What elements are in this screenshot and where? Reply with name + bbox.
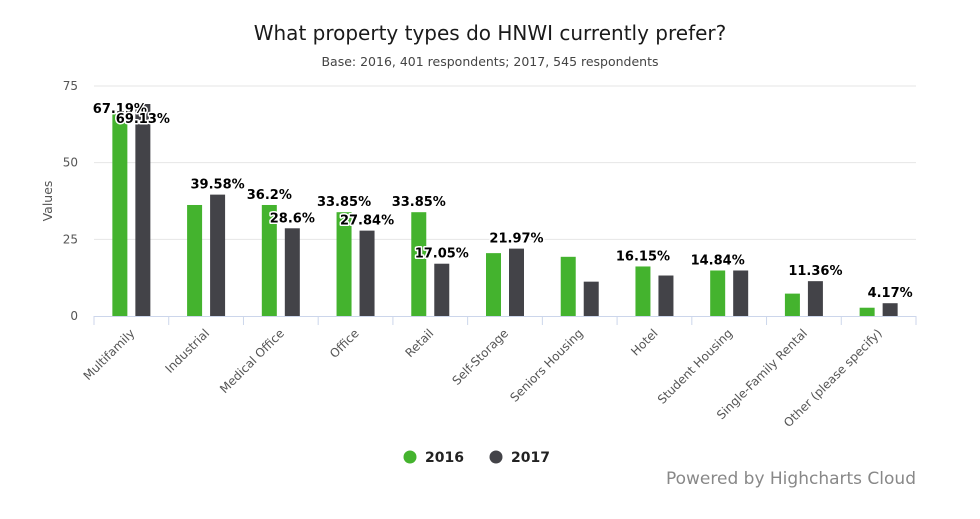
legend-label: 2016: [425, 450, 464, 466]
y-axis-title: Values: [40, 181, 55, 222]
bar-2017-7[interactable]: [658, 275, 674, 316]
bar-2017-2[interactable]: [284, 228, 300, 316]
bar-2016-0[interactable]: [112, 109, 128, 316]
x-tick-label: Student Housing: [655, 326, 735, 406]
x-tick-label: Self-Storage: [449, 326, 511, 388]
y-tick-label: 0: [70, 309, 78, 323]
data-labels: 67.19%69.13%39.58%36.2%28.6%33.85%27.84%…: [91, 100, 914, 302]
x-tick-label: Industrial: [163, 326, 213, 376]
bar-series: [112, 104, 898, 316]
bar-2016-2[interactable]: [261, 204, 277, 316]
legend-label: 2017: [511, 450, 550, 466]
data-label: 16.15%: [616, 249, 670, 264]
data-label: 39.58%: [191, 178, 245, 193]
chart-subtitle: Base: 2016, 401 respondents; 2017, 545 r…: [321, 54, 658, 69]
x-tick-label: Medical Office: [217, 326, 287, 396]
y-tick-label: 75: [63, 79, 78, 93]
legend-symbol: [403, 450, 417, 464]
bar-2016-7[interactable]: [635, 266, 651, 316]
legend: 2016 2017: [403, 450, 550, 466]
bar-2017-10[interactable]: [882, 303, 898, 316]
bar-2016-10[interactable]: [859, 307, 875, 316]
legend-symbol: [489, 450, 503, 464]
legend-item-2016[interactable]: 2016: [403, 450, 464, 466]
x-axis: [93, 316, 917, 325]
data-label: 67.19%: [93, 102, 147, 117]
bar-2016-6[interactable]: [560, 256, 576, 316]
data-label: 11.36%: [788, 264, 842, 279]
data-label: 36.2%: [247, 188, 292, 203]
x-tick-label: Multifamily: [81, 326, 138, 383]
data-label: 27.84%: [340, 214, 394, 229]
bar-2017-4[interactable]: [434, 263, 450, 316]
bar-2016-9[interactable]: [784, 293, 800, 316]
bar-2017-1[interactable]: [210, 194, 226, 316]
data-label: 4.17%: [868, 286, 913, 301]
y-tick-label: 25: [63, 232, 78, 246]
bar-2016-4[interactable]: [411, 212, 427, 316]
data-label: 28.6%: [270, 211, 315, 226]
data-label: 21.97%: [489, 232, 543, 247]
legend-item-2017[interactable]: 2017: [489, 450, 550, 466]
data-label: 14.84%: [691, 253, 745, 268]
bar-2017-8[interactable]: [733, 270, 749, 316]
x-tick-label: Seniors Housing: [507, 326, 586, 405]
data-label: 17.05%: [415, 247, 469, 262]
bar-2017-3[interactable]: [359, 230, 375, 316]
bar-2017-0[interactable]: [135, 104, 151, 316]
x-tick-label: Hotel: [628, 326, 660, 358]
grid-lines: [94, 85, 916, 240]
x-tick-label: Office: [327, 326, 362, 361]
x-axis-labels: Multifamily Industrial Medical Office Offic…: [81, 326, 885, 430]
chart-title: What property types do HNWI currently pr…: [254, 21, 727, 45]
y-tick-label: 50: [63, 156, 78, 170]
y-axis-ticks: 0 25 50 75: [63, 79, 78, 323]
data-label: 33.85%: [392, 195, 446, 210]
data-label: 69.13%: [116, 112, 170, 127]
bar-2017-9[interactable]: [807, 281, 823, 316]
bar-2016-1[interactable]: [187, 204, 203, 316]
bar-2016-3[interactable]: [336, 212, 352, 316]
credits-text[interactable]: Powered by Highcharts Cloud: [666, 469, 916, 489]
bar-2016-5[interactable]: [486, 253, 501, 316]
data-label: 33.85%: [317, 195, 371, 210]
x-tick-label: Retail: [403, 326, 437, 360]
bar-2017-5[interactable]: [509, 248, 524, 316]
bar-2016-8[interactable]: [710, 270, 726, 316]
bar-2017-6[interactable]: [583, 281, 599, 316]
